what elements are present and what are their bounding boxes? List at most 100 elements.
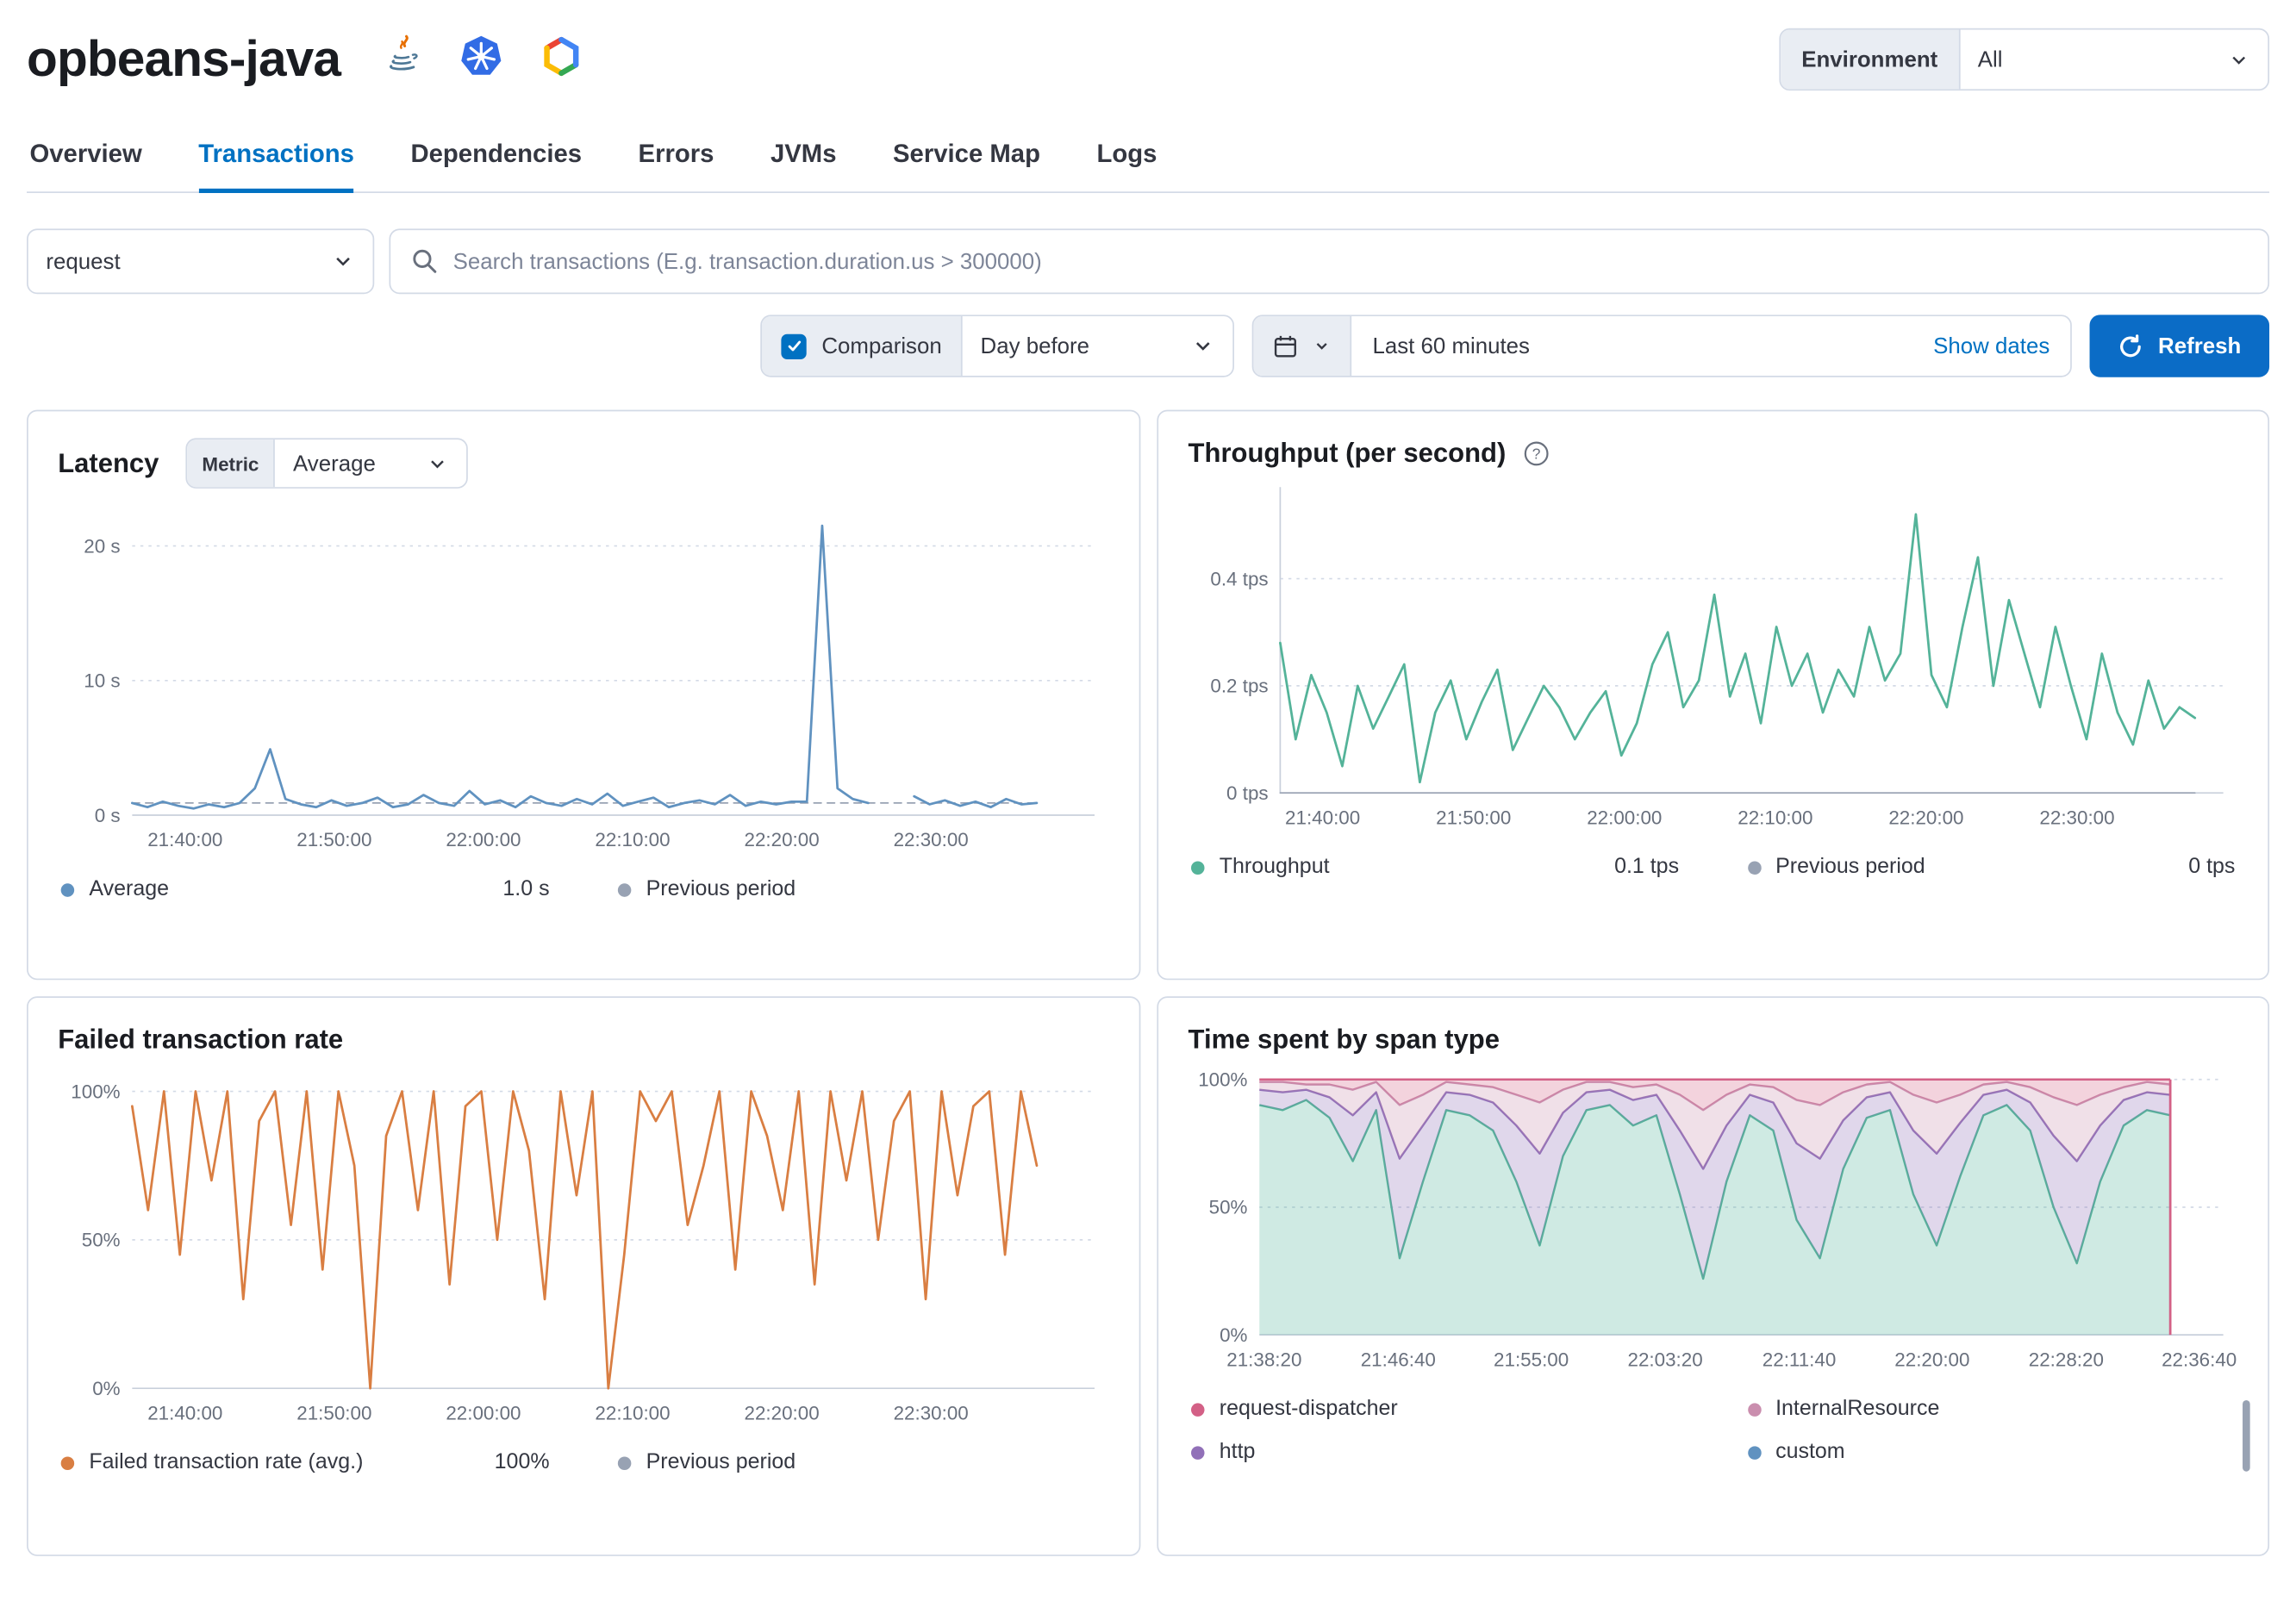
date-picker: Last 60 minutes Show dates	[1251, 315, 2073, 377]
svg-text:21:50:00: 21:50:00	[1436, 807, 1511, 828]
legend-item[interactable]: request-dispatcher	[1191, 1397, 1679, 1422]
service-tabs: Overview Transactions Dependencies Error…	[27, 139, 2270, 194]
legend-item[interactable]: http	[1191, 1440, 1679, 1465]
latency-chart[interactable]: 0 s 10 s 20 s 21:40:00 21:50:00 22:00:00 22:10…	[58, 497, 1109, 857]
chevron-down-icon	[2232, 55, 2246, 64]
svg-text:21:55:00: 21:55:00	[1494, 1349, 1569, 1370]
svg-text:22:11:40: 22:11:40	[1763, 1349, 1837, 1370]
legend-item[interactable]: Throughput 0.1 tps	[1191, 855, 1680, 880]
date-picker-quick-menu[interactable]	[1253, 316, 1352, 376]
svg-text:22:28:20: 22:28:20	[2029, 1349, 2104, 1370]
legend-item[interactable]: Previous period	[617, 877, 1107, 901]
tab-service-map[interactable]: Service Map	[892, 139, 1040, 168]
throughput-panel: Throughput (per second) ? 0 tps 0.2 tps 0.…	[1157, 409, 2270, 981]
tab-transactions[interactable]: Transactions	[198, 140, 354, 194]
legend-scrollbar[interactable]	[2243, 1399, 2250, 1472]
failed-rate-title: Failed transaction rate	[58, 1025, 344, 1055]
search-input[interactable]	[452, 248, 2248, 274]
service-icons	[385, 34, 584, 85]
legend-dot	[1191, 1445, 1205, 1460]
comparison-select[interactable]: Day before	[963, 316, 1233, 376]
svg-text:22:10:00: 22:10:00	[595, 829, 670, 850]
legend-item[interactable]: InternalResource	[1747, 1397, 2235, 1422]
tab-jvms[interactable]: JVMs	[770, 139, 837, 168]
legend-item[interactable]: Previous period	[617, 1450, 1107, 1475]
refresh-label: Refresh	[2158, 333, 2242, 359]
svg-text:22:20:00: 22:20:00	[1894, 1349, 1969, 1370]
legend-label: Throughput	[1219, 855, 1330, 880]
comparison-label: Comparison	[821, 333, 942, 359]
svg-text:0 tps: 0 tps	[1226, 782, 1269, 804]
tab-dependencies[interactable]: Dependencies	[410, 139, 583, 168]
chevron-down-icon	[431, 459, 444, 468]
legend-label: InternalResource	[1775, 1397, 1940, 1422]
metric-label: Metric	[187, 439, 276, 488]
svg-text:100%: 100%	[71, 1081, 120, 1102]
latency-legend: Average 1.0 s Previous period	[58, 877, 1109, 901]
svg-text:21:40:00: 21:40:00	[1285, 807, 1360, 828]
legend-dot	[617, 882, 632, 896]
help-icon[interactable]: ?	[1524, 441, 1549, 466]
latency-metric-control: Metric Average	[185, 438, 468, 489]
legend-label: request-dispatcher	[1219, 1397, 1398, 1422]
legend-value: 0 tps	[2188, 855, 2236, 880]
legend-item[interactable]: Previous period 0 tps	[1747, 855, 2236, 880]
svg-text:22:30:00: 22:30:00	[894, 829, 969, 850]
legend-dot	[1747, 1445, 1761, 1460]
span-type-legend: request-dispatcher InternalResource http cu…	[1189, 1397, 2250, 1472]
legend-item[interactable]: Average 1.0 s	[60, 877, 550, 901]
tab-overview[interactable]: Overview	[29, 139, 142, 168]
svg-text:50%: 50%	[1209, 1197, 1248, 1218]
show-dates-link[interactable]: Show dates	[1933, 333, 2050, 359]
legend-label: custom	[1775, 1440, 1845, 1465]
latency-panel: Latency Metric Average 0 s 10 s 20 s 21:40:…	[27, 409, 1141, 981]
svg-text:0%: 0%	[92, 1378, 120, 1399]
legend-item[interactable]: Failed transaction rate (avg.) 100%	[60, 1451, 550, 1474]
java-icon	[385, 34, 424, 85]
legend-dot	[1191, 1402, 1205, 1417]
tab-logs[interactable]: Logs	[1096, 139, 1157, 168]
svg-text:22:20:00: 22:20:00	[745, 1402, 820, 1423]
svg-text:0.2 tps: 0.2 tps	[1210, 676, 1268, 697]
refresh-button[interactable]: Refresh	[2089, 315, 2270, 377]
svg-text:22:00:00: 22:00:00	[446, 1402, 521, 1423]
legend-value: 0.1 tps	[1614, 855, 1680, 880]
throughput-legend: Throughput 0.1 tps Previous period 0 tps	[1189, 855, 2238, 880]
legend-dot	[1747, 1402, 1761, 1417]
apm-service-page: opbeans-java	[27, 28, 2270, 1556]
transaction-type-select[interactable]: request	[27, 228, 375, 295]
chart-panels: Latency Metric Average 0 s 10 s 20 s 21:40:…	[27, 409, 2270, 1556]
legend-label: Average	[89, 877, 170, 901]
latency-metric-select[interactable]: Average	[275, 439, 466, 487]
failed-rate-chart[interactable]: 0% 50% 100% 21:40:00 21:50:00 22:00:00 22:10:0…	[58, 1065, 1109, 1430]
svg-text:22:00:00: 22:00:00	[1587, 807, 1662, 828]
legend-label: Previous period	[646, 877, 796, 901]
legend-value: 1.0 s	[502, 877, 550, 901]
comparison-value: Day before	[980, 333, 1089, 359]
legend-item[interactable]: custom	[1747, 1440, 2235, 1465]
tab-errors[interactable]: Errors	[638, 139, 714, 168]
comparison-checkbox[interactable]	[781, 333, 808, 359]
svg-text:22:30:00: 22:30:00	[894, 1402, 969, 1423]
chevron-down-icon	[1196, 342, 1210, 351]
transaction-type-value: request	[46, 248, 121, 274]
legend-label: http	[1219, 1440, 1256, 1465]
svg-text:22:20:00: 22:20:00	[745, 829, 820, 850]
google-cloud-icon	[540, 34, 584, 85]
refresh-icon	[2120, 333, 2142, 357]
span-type-chart[interactable]: 0% 50% 100% 21:38:20 21:46:40 21:55:00 22:03:2…	[1189, 1065, 2238, 1377]
svg-text:0.4 tps: 0.4 tps	[1210, 568, 1268, 589]
svg-text:21:38:20: 21:38:20	[1226, 1349, 1301, 1370]
svg-text:100%: 100%	[1198, 1069, 1247, 1091]
legend-label: Previous period	[646, 1450, 796, 1475]
span-type-panel: Time spent by span type 0% 50% 100% 21:38:2…	[1157, 996, 2270, 1556]
latency-metric-value: Average	[293, 450, 376, 477]
svg-text:22:36:40: 22:36:40	[2162, 1349, 2237, 1370]
legend-dot	[1747, 860, 1761, 875]
svg-text:20 s: 20 s	[84, 535, 120, 557]
throughput-chart[interactable]: 0 tps 0.2 tps 0.4 tps 21:40:00 21:50:00 22:00…	[1189, 478, 2238, 835]
svg-text:21:40:00: 21:40:00	[147, 1402, 222, 1423]
environment-select[interactable]: All	[1960, 29, 2268, 89]
time-range-value[interactable]: Last 60 minutes	[1372, 333, 1530, 359]
legend-dot	[617, 1455, 632, 1470]
